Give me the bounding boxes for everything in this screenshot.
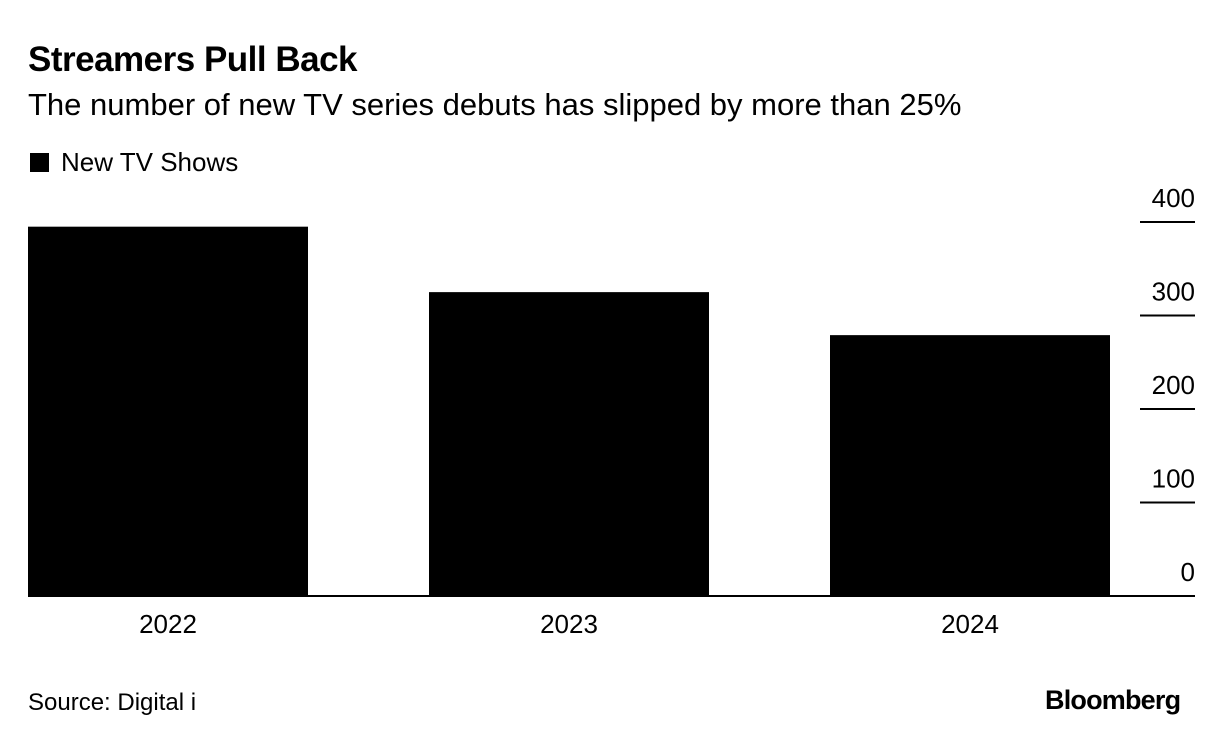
bar-2022: [28, 226, 308, 597]
source-note: Source: Digital i: [28, 689, 197, 716]
legend: New TV Shows: [30, 146, 238, 178]
x-tick-label: 2024: [941, 609, 999, 639]
bar-2024: [830, 335, 1110, 596]
y-tick-label: 300: [1152, 277, 1195, 307]
x-tick-label: 2023: [540, 609, 598, 639]
y-tick-label: 400: [1152, 183, 1195, 213]
x-tick-label: 2022: [139, 609, 197, 639]
bar-2023: [429, 292, 709, 596]
chart-title: Streamers Pull Back: [28, 40, 358, 79]
y-tick-label: 100: [1152, 464, 1195, 494]
y-tick-label: 200: [1152, 370, 1195, 400]
legend-swatch: [30, 152, 49, 172]
bloomberg-logo: Bloomberg: [1045, 685, 1181, 715]
y-tick-label: 0: [1181, 557, 1195, 587]
legend-label: New TV Shows: [61, 147, 239, 177]
chart-subtitle: The number of new TV series debuts has s…: [28, 87, 962, 122]
